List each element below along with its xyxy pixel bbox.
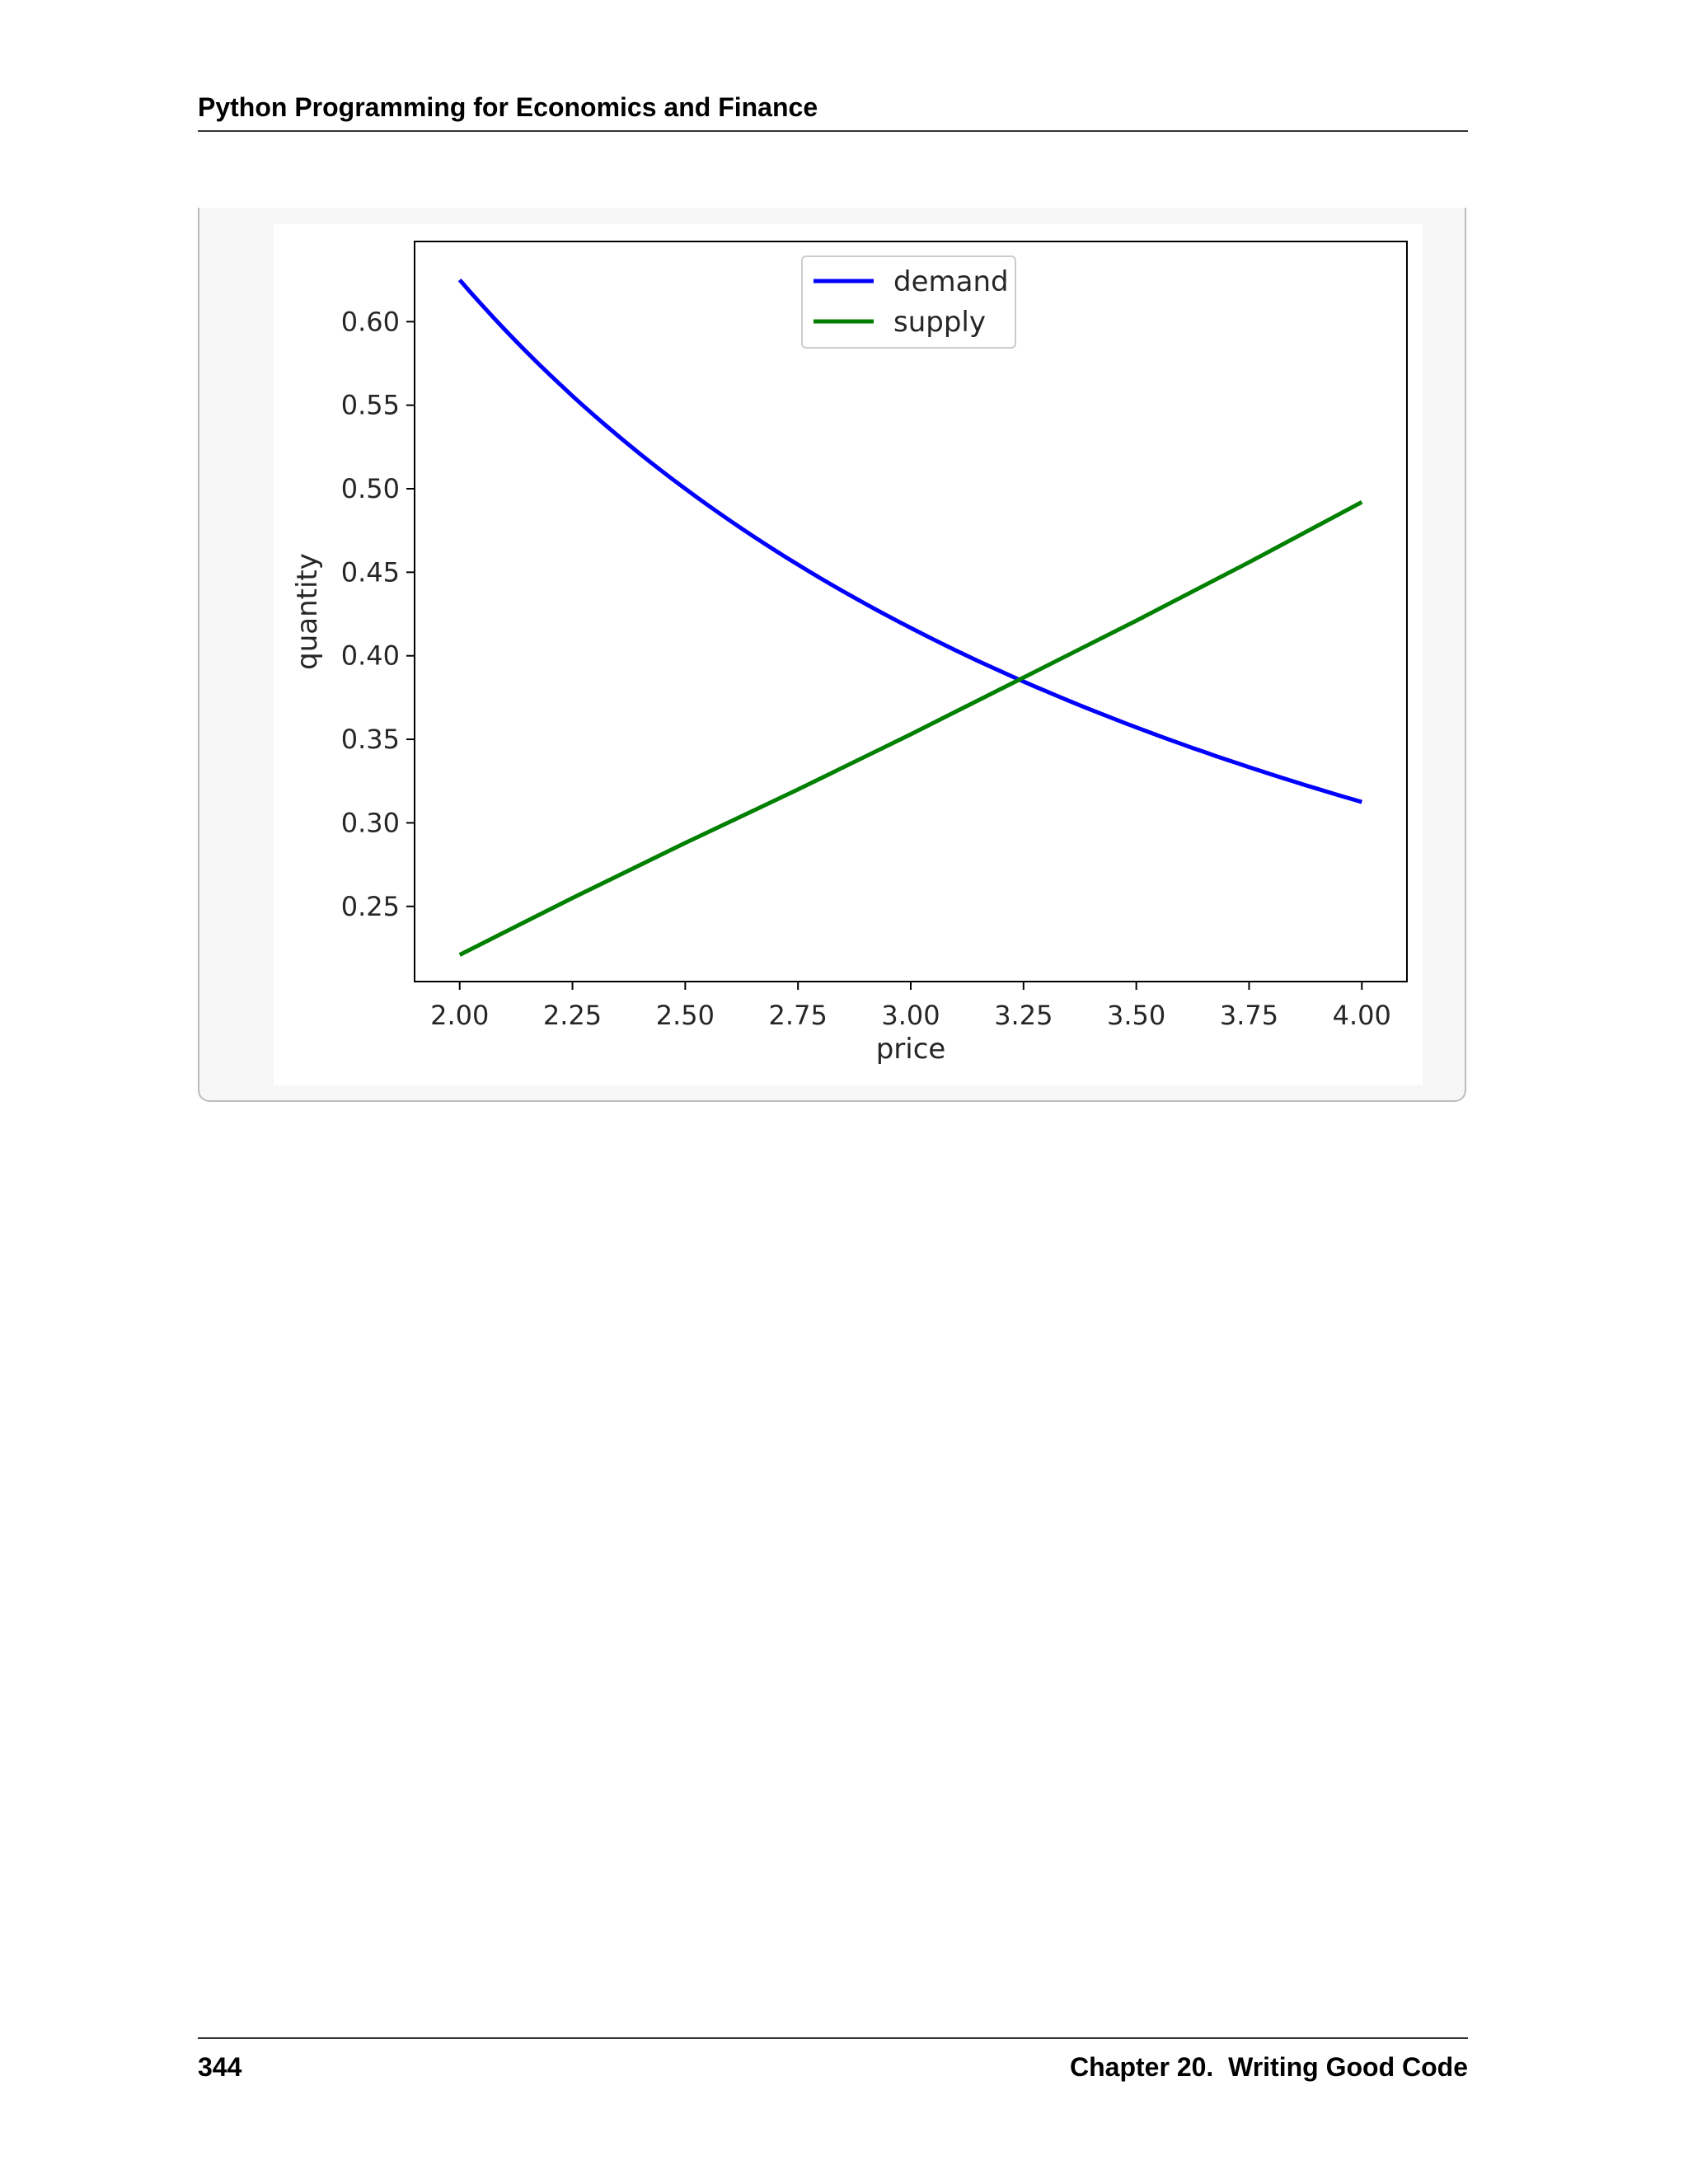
series-line-demand bbox=[457, 278, 1363, 804]
chapter-title: Chapter 20. Writing Good Code bbox=[1070, 2052, 1468, 2082]
y-tick-label: 0.25 bbox=[341, 891, 400, 922]
y-axis-label: quantity bbox=[291, 553, 324, 670]
y-tick-label: 0.30 bbox=[341, 807, 400, 838]
y-tick-label: 0.60 bbox=[341, 306, 400, 337]
figure: 2.00 2.25 2.50 2.75 3.00 3.25 3.50 3.75 4.00 0.2… bbox=[274, 224, 1423, 1085]
x-tick-label: 3.75 bbox=[1220, 1000, 1278, 1031]
book-title: Python Programming for Economics and Fin… bbox=[198, 92, 818, 122]
series-lines bbox=[457, 278, 1363, 957]
x-tick-label: 2.00 bbox=[430, 1000, 489, 1031]
x-tick-label: 3.00 bbox=[881, 1000, 940, 1031]
x-axis-ticks: 2.00 2.25 2.50 2.75 3.00 3.25 3.50 3.75 4.00 bbox=[430, 982, 1391, 1031]
y-tick-label: 0.50 bbox=[341, 473, 400, 504]
y-tick-label: 0.40 bbox=[341, 640, 400, 672]
legend-label-supply: supply bbox=[893, 306, 986, 339]
x-tick-label: 4.00 bbox=[1333, 1000, 1391, 1031]
x-tick-label: 2.25 bbox=[543, 1000, 602, 1031]
series-line-supply bbox=[458, 499, 1363, 957]
x-tick-label: 3.25 bbox=[994, 1000, 1053, 1031]
y-tick-label: 0.45 bbox=[341, 556, 400, 588]
x-tick-label: 2.75 bbox=[769, 1000, 828, 1031]
legend-label-demand: demand bbox=[893, 265, 1009, 298]
legend: demand supply bbox=[801, 255, 1016, 349]
x-axis-label: price bbox=[876, 1033, 946, 1066]
x-tick-label: 2.50 bbox=[656, 1000, 715, 1031]
page-number: 344 bbox=[198, 2052, 242, 2082]
y-tick-label: 0.35 bbox=[341, 724, 400, 755]
y-axis-ticks: 0.25 0.30 0.35 0.40 0.45 0.50 0.55 0.60 bbox=[341, 306, 415, 922]
plot-frame bbox=[414, 241, 1408, 982]
y-tick-label: 0.55 bbox=[341, 390, 400, 421]
running-footer: 344 Chapter 20. Writing Good Code bbox=[198, 2037, 1468, 2088]
supply-demand-chart: 2.00 2.25 2.50 2.75 3.00 3.25 3.50 3.75 4.00 0.2… bbox=[291, 241, 1408, 1066]
x-tick-label: 3.50 bbox=[1107, 1000, 1165, 1031]
running-header: Python Programming for Economics and Fin… bbox=[198, 92, 1468, 132]
code-output-cell: 2.00 2.25 2.50 2.75 3.00 3.25 3.50 3.75 4.00 0.2… bbox=[198, 208, 1466, 1102]
